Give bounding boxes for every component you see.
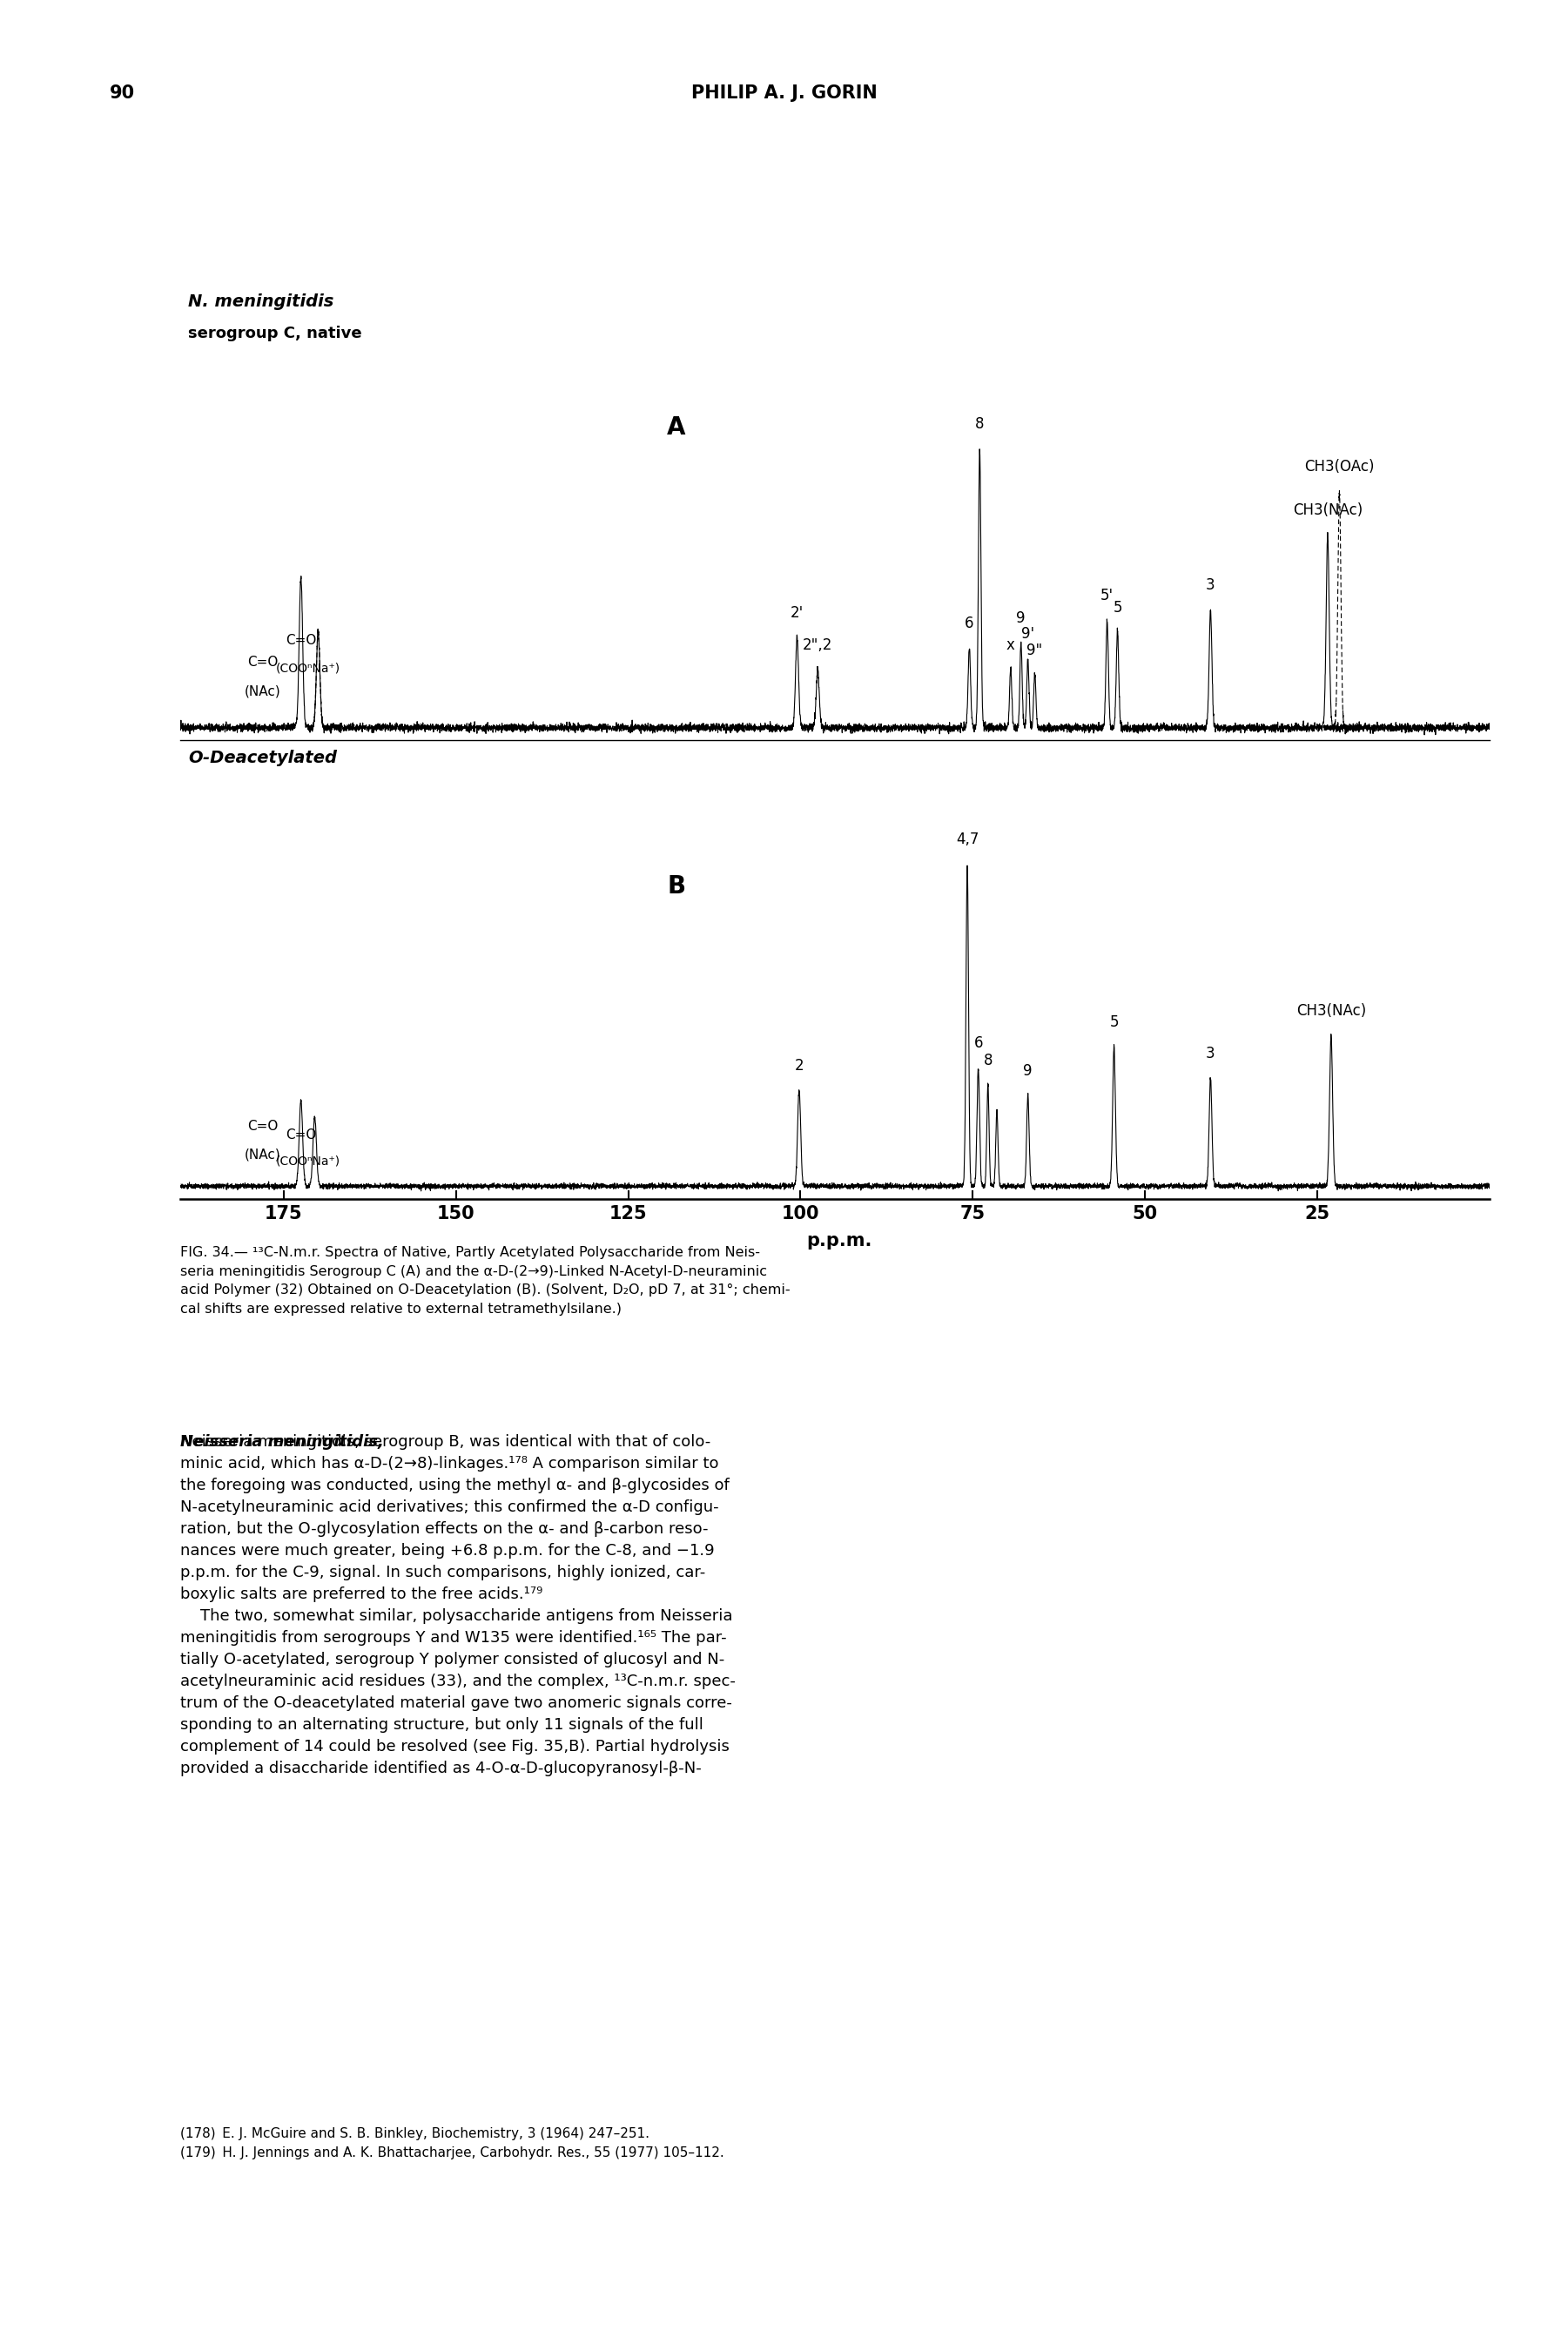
Text: Neisseria meningitidis,: Neisseria meningitidis,	[180, 1434, 384, 1451]
Text: 9": 9"	[1027, 642, 1043, 658]
Text: Neisseria meningitidis, serogroup B, was identical with that of colo-
minic acid: Neisseria meningitidis, serogroup B, was…	[180, 1434, 735, 1777]
Text: x: x	[1007, 637, 1014, 654]
Text: CH3(NAc): CH3(NAc)	[1292, 503, 1363, 517]
Text: FIG. 34.— ¹³C-N.m.r. Spectra of Native, Partly Acetylated Polysaccharide from Ne: FIG. 34.— ¹³C-N.m.r. Spectra of Native, …	[180, 1246, 790, 1317]
Text: 4,7: 4,7	[956, 832, 978, 846]
Text: N. meningitidis: N. meningitidis	[188, 294, 334, 310]
Text: 3: 3	[1206, 576, 1215, 592]
Text: CH3(OAc): CH3(OAc)	[1305, 458, 1375, 475]
Text: O-Deacetylated: O-Deacetylated	[188, 750, 337, 766]
Text: 9: 9	[1016, 611, 1025, 625]
Text: 2': 2'	[790, 604, 804, 621]
Text: C=O: C=O	[285, 1128, 317, 1140]
Text: serogroup C, native: serogroup C, native	[188, 324, 362, 341]
Text: 2: 2	[795, 1058, 804, 1074]
Text: C=O: C=O	[285, 635, 317, 647]
Text: B: B	[668, 875, 685, 898]
Text: (COOⁿNa⁺): (COOⁿNa⁺)	[276, 1154, 340, 1166]
Text: 5': 5'	[1101, 588, 1113, 604]
Text: C=O: C=O	[248, 656, 279, 668]
Text: 90: 90	[110, 85, 135, 101]
Text: (178) E. J. McGuire and S. B. Binkley, Biochemistry, 3 (1964) 247–251.
(179) H. : (178) E. J. McGuire and S. B. Binkley, B…	[180, 2128, 724, 2161]
Text: PHILIP A. J. GORIN: PHILIP A. J. GORIN	[691, 85, 877, 101]
Text: 8: 8	[983, 1053, 993, 1067]
Text: C=O: C=O	[248, 1119, 279, 1133]
Text: 9: 9	[1024, 1063, 1032, 1079]
Text: 5: 5	[1110, 1013, 1118, 1030]
Text: 2",2: 2",2	[803, 637, 833, 654]
Text: 6: 6	[974, 1034, 983, 1051]
Text: 5: 5	[1113, 600, 1123, 616]
Text: (COOⁿNa⁺): (COOⁿNa⁺)	[276, 663, 340, 675]
Text: (NAc): (NAc)	[245, 684, 281, 698]
Text: A: A	[666, 416, 685, 440]
Text: p.p.m.: p.p.m.	[806, 1232, 872, 1248]
Text: (NAc): (NAc)	[245, 1147, 281, 1161]
Text: 3: 3	[1206, 1046, 1215, 1063]
Text: CH3(NAc): CH3(NAc)	[1297, 1004, 1366, 1018]
Text: 8: 8	[975, 416, 985, 433]
Text: 6: 6	[964, 616, 974, 632]
Text: 9': 9'	[1021, 625, 1035, 642]
